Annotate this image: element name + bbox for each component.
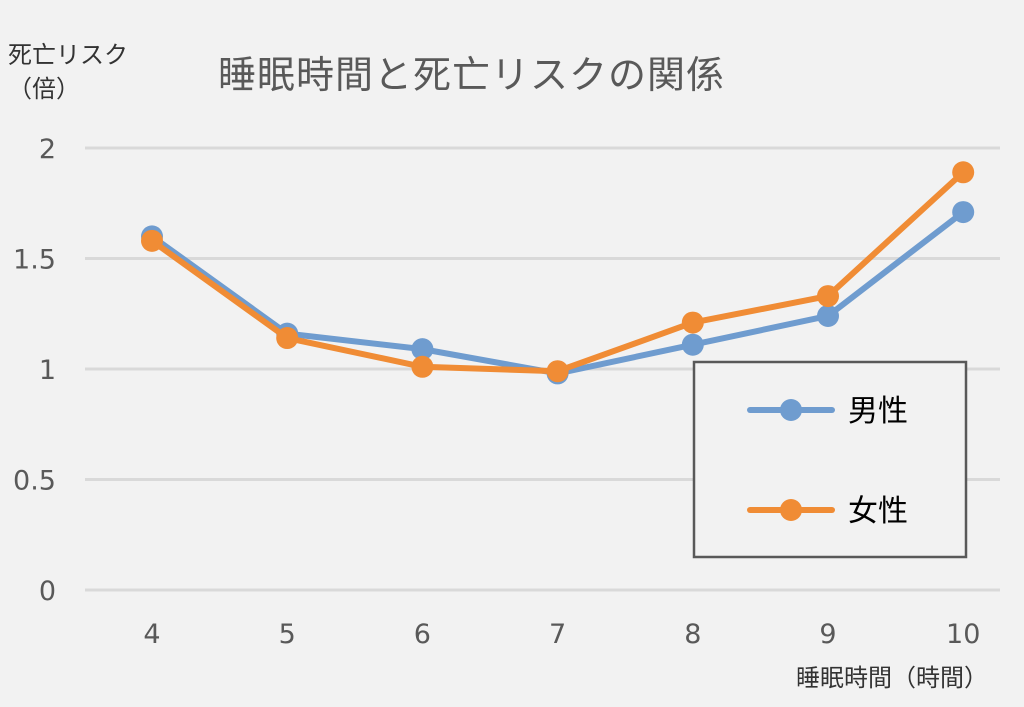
legend-label-2: 女性 xyxy=(848,494,908,529)
data-point-series-2 xyxy=(952,161,975,184)
chart-title: 睡眠時間と死亡リスクの関係 xyxy=(218,53,726,97)
x-tick-label: 10 xyxy=(946,619,980,650)
y-axis-label: 死亡リスク （倍） xyxy=(8,38,128,106)
data-point-series-2 xyxy=(817,285,839,308)
legend-label-1: 男性 xyxy=(848,394,908,429)
y-tick-label: 0 xyxy=(39,576,56,607)
y-axis-label-line1: 死亡リスク xyxy=(8,41,128,69)
legend-marker-2 xyxy=(780,499,802,521)
x-tick-label: 9 xyxy=(819,619,836,650)
x-tick-label: 7 xyxy=(549,619,566,650)
y-axis-label-line2: （倍） xyxy=(8,75,80,103)
y-tick-label: 1 xyxy=(39,355,56,386)
data-point-series-2 xyxy=(546,360,569,383)
y-tick-label: 1.5 xyxy=(13,245,56,276)
y-tick-label: 2 xyxy=(39,134,56,165)
series-line-2 xyxy=(149,169,967,375)
series-line-1 xyxy=(149,209,967,377)
x-axis-label: 睡眠時間（時間） xyxy=(796,664,988,692)
data-point-series-1 xyxy=(817,304,839,327)
x-tick-label: 4 xyxy=(143,619,160,650)
legend-box xyxy=(692,360,968,559)
data-point-series-1 xyxy=(681,333,704,356)
data-point-series-2 xyxy=(276,327,299,350)
data-point-series-1 xyxy=(952,201,975,224)
x-tick-label: 6 xyxy=(414,619,431,650)
x-tick-label: 8 xyxy=(684,619,701,650)
legend-marker-1 xyxy=(780,399,802,421)
data-point-series-1 xyxy=(411,338,434,361)
data-point-series-2 xyxy=(141,229,163,252)
x-tick-label: 5 xyxy=(279,619,296,650)
data-point-series-2 xyxy=(681,311,704,334)
data-point-series-2 xyxy=(411,355,434,378)
y-tick-label: 0.5 xyxy=(13,466,56,497)
